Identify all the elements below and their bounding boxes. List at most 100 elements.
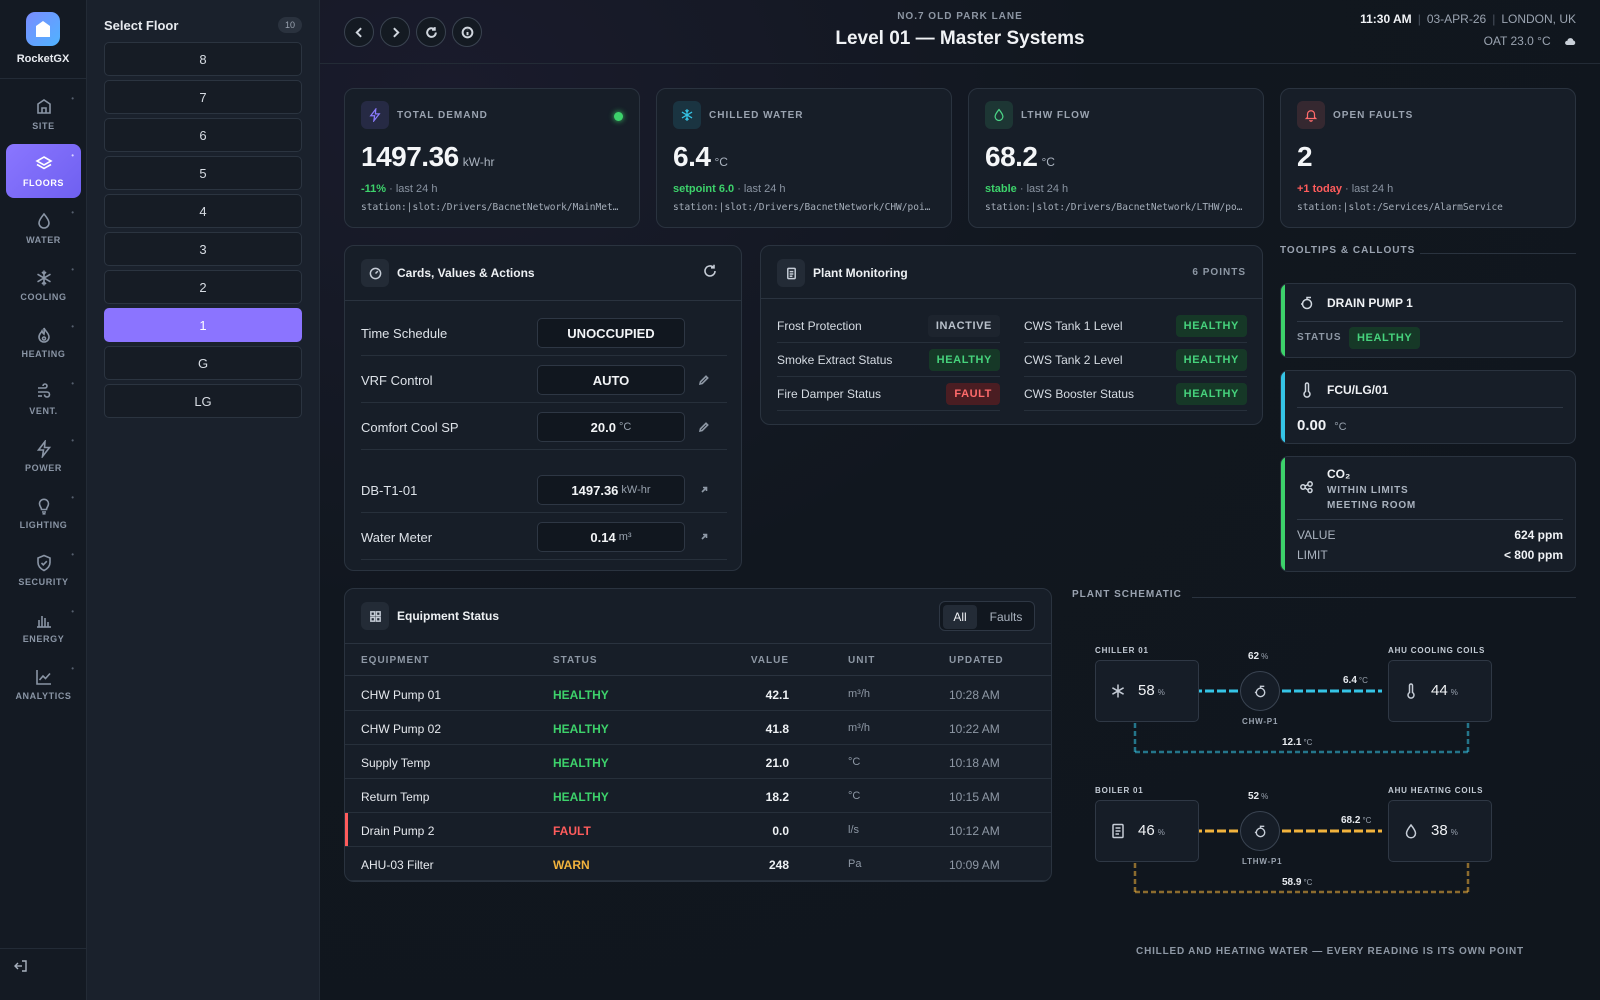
sidebar-item-cooling[interactable]: • COOLING <box>6 258 81 312</box>
table-row[interactable]: Return Temp HEALTHY 18.2 °C 10:15 AM <box>345 779 1051 813</box>
floor-button-2[interactable]: 2 <box>104 270 302 304</box>
indicator-dot: • <box>71 208 74 217</box>
kpi-card-open-faults[interactable]: OPEN FAULTS 2 +1 today · last 24 h station:… <box>1280 88 1576 228</box>
building-name: NO.7 OLD PARK LANE <box>897 11 1023 22</box>
value-box[interactable]: 1497.36 kW-hr <box>537 475 685 505</box>
floor-button-4[interactable]: 4 <box>104 194 302 228</box>
divider <box>1297 519 1563 520</box>
table-row[interactable]: Drain Pump 2 FAULT 0.0 l/s 10:12 AM <box>345 813 1051 847</box>
value-box[interactable]: UNOCCUPIED <box>537 318 685 348</box>
co2-callout[interactable]: CO₂ WITHIN LIMITS MEETING ROOM VALUE 624… <box>1280 456 1576 572</box>
monitoring-point-row[interactable]: Fire Damper Status FAULT <box>777 377 1000 411</box>
kpi-value: 68.2 <box>985 141 1038 172</box>
sidebar-item-label: ENERGY <box>22 633 65 644</box>
table-row[interactable]: AHU-03 Filter WARN 248 Pa 10:09 AM <box>345 847 1051 881</box>
chw-supply-temp[interactable]: 6.4 °C <box>1343 675 1368 686</box>
sidebar-item-energy[interactable]: • ENERGY <box>6 600 81 654</box>
equipment-updated: 10:28 AM <box>949 688 1000 702</box>
open-link-icon[interactable] <box>698 483 712 497</box>
floor-button-1[interactable]: 1 <box>104 308 302 342</box>
monitoring-point-row[interactable]: CWS Booster Status HEALTHY <box>1024 377 1247 411</box>
sidebar-item-analytics[interactable]: • ANALYTICS <box>6 657 81 711</box>
kpi-trend-period: · last 24 h <box>737 183 786 195</box>
filter-all-button[interactable]: All <box>943 605 977 629</box>
edit-icon[interactable] <box>698 420 712 434</box>
kpi-card-lthw-flow[interactable]: LTHW FLOW 68.2 °C stable · last 24 h station… <box>968 88 1264 228</box>
location: LONDON, UK <box>1501 12 1576 26</box>
equipment-name: Supply Temp <box>361 756 431 770</box>
bar-chart-icon <box>36 615 51 628</box>
open-link-icon[interactable] <box>698 530 712 544</box>
point-label: CWS Tank 2 Level <box>1024 353 1123 367</box>
equipment-filter: All Faults <box>939 601 1035 631</box>
value-box[interactable]: 0.14 m³ <box>537 522 685 552</box>
sidebar-item-security[interactable]: • SECURITY <box>6 543 81 597</box>
value-label: VALUE <box>1297 528 1336 542</box>
kpi-card-total-demand[interactable]: TOTAL DEMAND 1497.36 kW-hr -11% · last 24 h… <box>344 88 640 228</box>
sidebar-item-site[interactable]: • SITE <box>6 87 81 141</box>
flame-icon <box>37 327 50 343</box>
sidebar-item-water[interactable]: • WATER <box>6 201 81 255</box>
equipment-name: CHW Pump 01 <box>361 688 442 702</box>
status-badge: HEALTHY <box>928 349 1000 371</box>
reading-value: 68.2 <box>1341 815 1361 826</box>
floor-button-3[interactable]: 3 <box>104 232 302 266</box>
value-box[interactable]: AUTO <box>537 365 685 395</box>
info-button[interactable] <box>452 17 482 47</box>
outside-air-temp: OAT 23.0 °C <box>1483 34 1551 48</box>
monitoring-point-row[interactable]: CWS Tank 1 Level HEALTHY <box>1024 309 1247 343</box>
lthw-flow-temp[interactable]: 68.2 °C <box>1341 815 1371 826</box>
row-value: AUTO <box>592 372 630 388</box>
reading-unit: °C <box>1303 878 1313 887</box>
drain-pump-callout[interactable]: DRAIN PUMP 1 STATUS HEALTHY <box>1280 283 1576 358</box>
chw_pump-node[interactable] <box>1240 671 1280 711</box>
sidebar-item-lighting[interactable]: • LIGHTING <box>6 486 81 540</box>
reading-unit: °C <box>1358 676 1368 685</box>
table-row[interactable]: CHW Pump 02 HEALTHY 41.8 m³/h 10:22 AM <box>345 711 1051 745</box>
forward-button[interactable] <box>380 17 410 47</box>
kpi-trend-period: · last 24 h <box>1345 183 1394 195</box>
edit-icon[interactable] <box>698 373 712 387</box>
ahu_cool-node[interactable]: 44% <box>1388 660 1492 722</box>
floor-button-g[interactable]: G <box>104 346 302 380</box>
chw-return-temp[interactable]: 12.1 °C <box>1282 737 1312 748</box>
back-button[interactable] <box>344 17 374 47</box>
refresh-button[interactable] <box>416 17 446 47</box>
floor-button-5[interactable]: 5 <box>104 156 302 190</box>
ahu_heat-node[interactable]: 38% <box>1388 800 1492 862</box>
lthw_pump-node[interactable] <box>1240 811 1280 851</box>
value-box[interactable]: 20.0 °C <box>537 412 685 442</box>
table-row[interactable]: Supply Temp HEALTHY 21.0 °C 10:18 AM <box>345 745 1051 779</box>
monitoring-point-row[interactable]: Smoke Extract Status HEALTHY <box>777 343 1000 377</box>
boiler-node[interactable]: 46% <box>1095 800 1199 862</box>
indicator-dot: • <box>71 265 74 274</box>
equipment-name: Drain Pump 2 <box>361 824 435 838</box>
kpi-card-chilled-water[interactable]: CHILLED WATER 6.4 °C setpoint 6.0 · last 24… <box>656 88 952 228</box>
floor-button-7[interactable]: 7 <box>104 80 302 114</box>
floor-button-6[interactable]: 6 <box>104 118 302 152</box>
sidebar-item-vent[interactable]: • VENT. <box>6 372 81 426</box>
lthw-return-temp[interactable]: 58.9 °C <box>1282 877 1312 888</box>
floor-button-8[interactable]: 8 <box>104 42 302 76</box>
node-unit: % <box>1450 828 1458 837</box>
document-icon <box>1110 823 1126 839</box>
sidebar-item-power[interactable]: • POWER <box>6 429 81 483</box>
fcu-unit: °C <box>1334 421 1347 433</box>
row-value: 20.0 <box>590 419 616 435</box>
filter-faults-button[interactable]: Faults <box>989 610 1023 624</box>
equipment-name: Return Temp <box>361 790 430 804</box>
floor-button-lg[interactable]: LG <box>104 384 302 418</box>
logout-icon[interactable] <box>14 959 30 975</box>
refresh-icon[interactable] <box>703 264 719 280</box>
fcu-callout[interactable]: FCU/LG/01 0.00 °C <box>1280 370 1576 444</box>
chiller-node[interactable]: 58% <box>1095 660 1199 722</box>
equipment-value: 248 <box>768 858 789 872</box>
monitoring-point-row[interactable]: CWS Tank 2 Level HEALTHY <box>1024 343 1247 377</box>
sidebar-item-floors[interactable]: • FLOORS <box>6 144 81 198</box>
table-row[interactable]: CHW Pump 01 HEALTHY 42.1 m³/h 10:28 AM <box>345 677 1051 711</box>
sidebar-item-heating[interactable]: • HEATING <box>6 315 81 369</box>
equipment-unit: m³/h <box>848 722 870 734</box>
monitoring-point-row[interactable]: Frost Protection INACTIVE <box>777 309 1000 343</box>
line-chart-icon <box>35 669 51 685</box>
logo[interactable]: RocketGX <box>0 0 86 79</box>
